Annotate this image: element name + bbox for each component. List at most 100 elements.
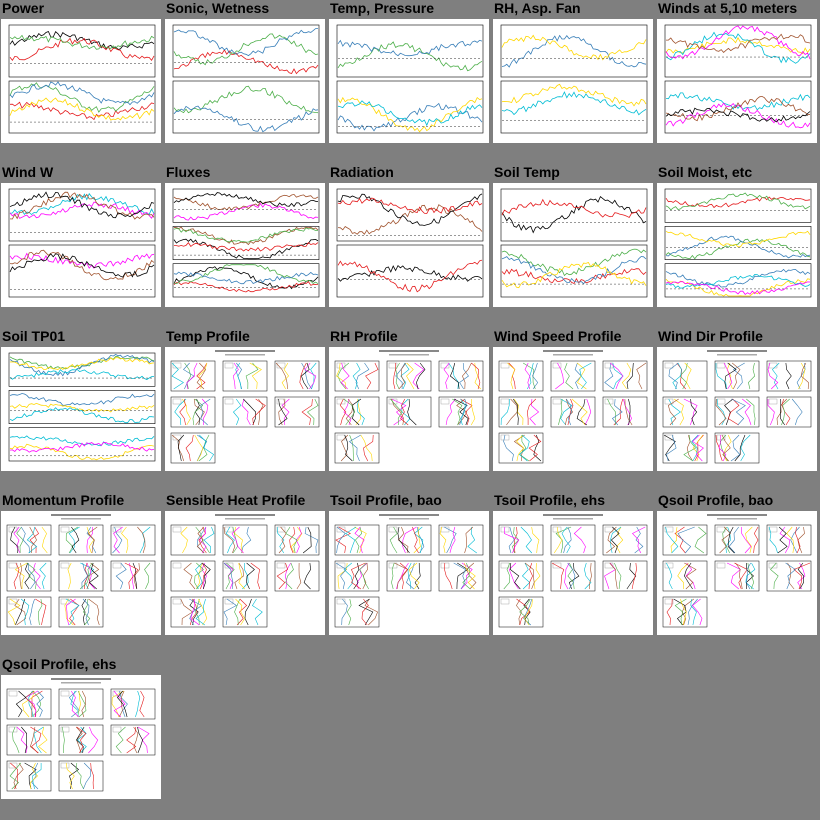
gallery-tile-temp-profile[interactable]: Temp Profile [164, 328, 326, 490]
gallery-tile-rh-profile[interactable]: RH Profile [328, 328, 490, 490]
profile-line [519, 434, 530, 462]
tile-title[interactable]: Wind Speed Profile [494, 328, 622, 344]
plot-thumbnail[interactable] [657, 19, 817, 143]
gallery-tile-tsoil-profile-bao[interactable]: Tsoil Profile, bao [328, 492, 490, 654]
plot-thumbnail[interactable] [493, 19, 653, 143]
gallery-tile-qsoil-profile-ehs[interactable]: Qsoil Profile, ehs [0, 656, 162, 818]
plot-thumbnail[interactable] [1, 511, 161, 635]
tile-title[interactable]: Temp Profile [166, 328, 250, 344]
tile-title[interactable]: Temp, Pressure [330, 0, 435, 16]
plot-thumbnail[interactable] [493, 347, 653, 471]
plot-thumbnail[interactable] [165, 19, 325, 143]
tile-title[interactable]: RH, Asp. Fan [494, 0, 581, 16]
plot-thumbnail[interactable] [165, 511, 325, 635]
plot-thumbnail[interactable] [657, 347, 817, 471]
gallery-tile-soil-temp[interactable]: Soil Temp [492, 164, 654, 326]
gallery-tile-soil-moist-etc[interactable]: Soil Moist, etc [656, 164, 818, 326]
tile-title[interactable]: Tsoil Profile, ehs [494, 492, 605, 508]
profile-line [679, 362, 688, 390]
profile-legend-box [604, 526, 614, 533]
plot-thumbnail[interactable] [1, 347, 161, 471]
tile-title[interactable]: Momentum Profile [2, 492, 125, 508]
profile-line [609, 562, 618, 590]
gallery-tile-sensible-heat-profile[interactable]: Sensible Heat Profile [164, 492, 326, 654]
plot-thumbnail[interactable] [329, 347, 489, 471]
gallery-tile-rh-asp-fan[interactable]: RH, Asp. Fan [492, 0, 654, 162]
profile-line [223, 526, 236, 554]
tile-title[interactable]: Sensible Heat Profile [166, 492, 306, 508]
tile-title[interactable]: Soil TP01 [2, 328, 66, 344]
profile-line [786, 526, 795, 554]
tile-title[interactable]: Qsoil Profile, ehs [2, 656, 117, 672]
gallery-tile-soil-tp01[interactable]: Soil TP01 [0, 328, 162, 490]
series-line [665, 36, 811, 55]
profile-line [345, 526, 357, 554]
plot-panel-frame [664, 80, 812, 134]
profile-line [797, 562, 806, 590]
series-line [9, 369, 155, 380]
plot-thumbnail[interactable] [657, 183, 817, 307]
tile-title[interactable]: RH Profile [330, 328, 398, 344]
profile-panel-frame [438, 524, 484, 556]
gallery-tile-temp-pressure[interactable]: Temp, Pressure [328, 0, 490, 162]
profile-line [243, 398, 257, 426]
plot-thumbnail[interactable] [165, 183, 325, 307]
series-line [9, 101, 155, 121]
plot-thumbnail[interactable] [329, 511, 489, 635]
tile-title[interactable]: Qsoil Profile, bao [658, 492, 774, 508]
series-line [173, 193, 319, 211]
profile-line [666, 598, 673, 626]
plot-thumbnail[interactable] [1, 675, 161, 799]
gallery-tile-sonic-wetness[interactable]: Sonic, Wetness [164, 0, 326, 162]
profile-line [276, 526, 285, 554]
gallery-tile-fluxes[interactable]: Fluxes [164, 164, 326, 326]
profile-panel-frame [110, 524, 156, 556]
tile-title[interactable]: Sonic, Wetness [166, 0, 270, 16]
gallery-tile-qsoil-profile-bao[interactable]: Qsoil Profile, bao [656, 492, 818, 654]
tile-title[interactable]: Wind Dir Profile [658, 328, 763, 344]
profile-line [232, 362, 239, 390]
profile-line [180, 526, 188, 554]
plot-thumbnail[interactable] [165, 347, 325, 471]
profile-line [30, 726, 42, 754]
tile-title[interactable]: Soil Temp [494, 164, 560, 180]
gallery-tile-wind-w[interactable]: Wind W [0, 164, 162, 326]
profile-line [555, 362, 565, 390]
profile-legend-box [664, 362, 674, 369]
profile-legend-box [224, 526, 234, 533]
plot-thumbnail[interactable] [657, 511, 817, 635]
gallery-tile-wind-speed-profile[interactable]: Wind Speed Profile [492, 328, 654, 490]
profile-line [626, 562, 637, 590]
profile-line [310, 362, 317, 390]
gallery-tile-momentum-profile[interactable]: Momentum Profile [0, 492, 162, 654]
profile-line [343, 398, 356, 426]
tile-title[interactable]: Soil Moist, etc [658, 164, 753, 180]
profile-panel-frame [334, 560, 380, 592]
tile-title[interactable]: Radiation [330, 164, 394, 180]
gallery-tile-tsoil-profile-ehs[interactable]: Tsoil Profile, ehs [492, 492, 654, 654]
plot-panel-frame [336, 244, 484, 298]
plot-thumbnail[interactable] [1, 19, 161, 143]
tile-title[interactable]: Power [2, 0, 45, 16]
profile-line [574, 362, 582, 390]
plot-thumbnail[interactable] [1, 183, 161, 307]
gallery-tile-radiation[interactable]: Radiation [328, 164, 490, 326]
gallery-tile-wind-dir-profile[interactable]: Wind Dir Profile [656, 328, 818, 490]
profile-line [686, 434, 693, 462]
tile-title[interactable]: Wind W [2, 164, 54, 180]
profile-line [171, 362, 184, 390]
profile-line [31, 690, 42, 718]
profile-line [351, 398, 362, 426]
tile-title[interactable]: Tsoil Profile, bao [330, 492, 442, 508]
plot-thumbnail[interactable] [493, 183, 653, 307]
tile-title[interactable]: Fluxes [166, 164, 211, 180]
profile-line [354, 526, 365, 554]
profile-line [684, 562, 693, 590]
plot-thumbnail[interactable] [329, 19, 489, 143]
profile-line [524, 362, 531, 390]
plot-thumbnail[interactable] [329, 183, 489, 307]
tile-title[interactable]: Winds at 5,10 meters [658, 0, 798, 16]
plot-thumbnail[interactable] [493, 511, 653, 635]
gallery-tile-winds-at-5-10-meters[interactable]: Winds at 5,10 meters [656, 0, 818, 162]
gallery-tile-power[interactable]: Power [0, 0, 162, 162]
